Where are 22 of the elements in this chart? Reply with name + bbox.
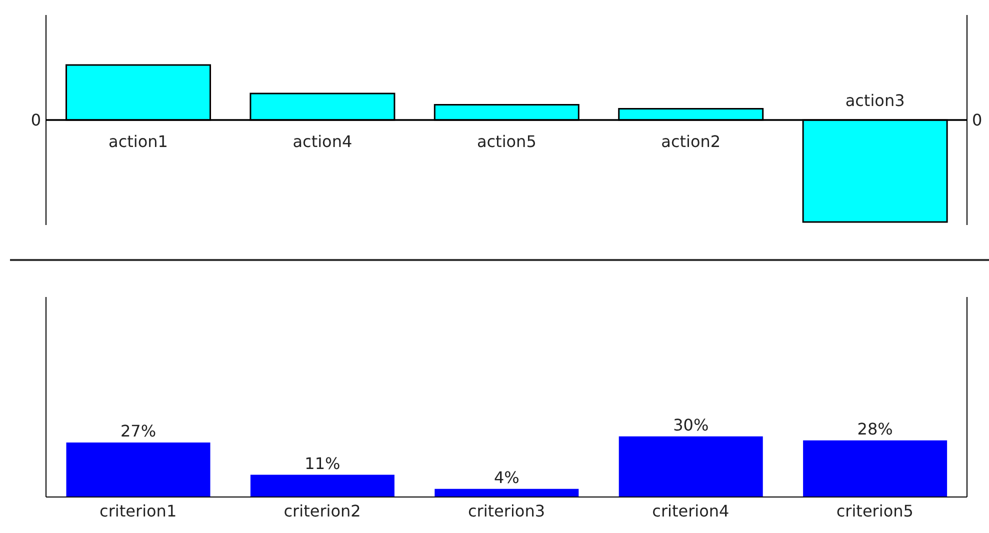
bar [250,474,394,497]
bar [803,440,948,497]
data-label: 28% [857,419,893,438]
text: 0 [972,110,982,130]
data-label: 11% [304,454,340,473]
x-tick-label: action3 [845,91,905,110]
x-tick-label: criterion4 [652,501,730,520]
data-label: 30% [673,415,709,434]
x-tick-label: action2 [661,132,721,151]
bar [618,436,763,497]
x-tick-label: criterion2 [284,501,361,520]
bar [434,488,579,497]
x-tick-label: action5 [476,132,536,151]
x-tick-label: criterion5 [836,501,914,520]
x-tick-label: criterion3 [468,501,546,520]
data-label: 27% [120,421,156,440]
bar [66,442,210,497]
text: 0 [30,110,41,130]
data-label: 4% [494,468,520,487]
x-tick-label: action1 [108,132,168,151]
x-tick-label: action4 [292,132,352,151]
x-tick-label: criterion1 [100,501,177,520]
